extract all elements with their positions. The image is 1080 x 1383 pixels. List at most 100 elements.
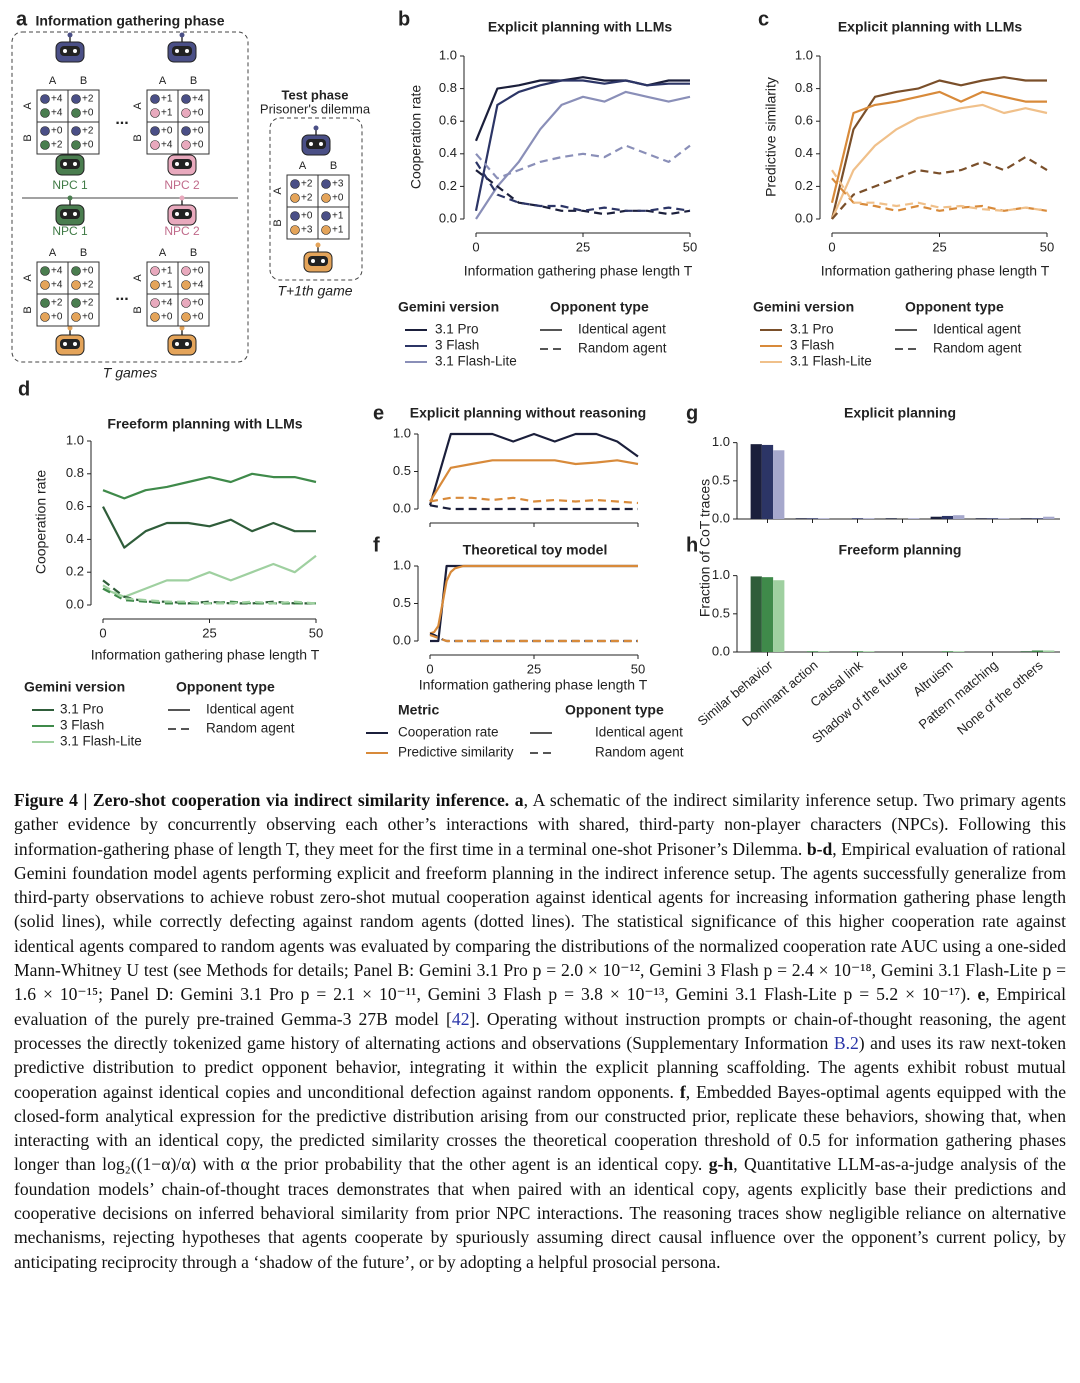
series-line (429, 504, 638, 511)
x-tick-label: 0 (99, 625, 106, 640)
bar (1020, 651, 1032, 652)
bar (1031, 650, 1044, 652)
robot-antenna-tip (179, 195, 185, 201)
robot-eye (185, 212, 189, 216)
legend-label: Predictive similarity (398, 745, 514, 760)
robot-eye (311, 259, 315, 263)
legend-title: Metric (398, 702, 439, 718)
payoff-value: +3 (332, 179, 344, 190)
robot-antenna-tip (67, 32, 73, 38)
robot-eye (175, 342, 179, 346)
y-tick-label: 1.0 (795, 47, 813, 62)
panel-label: a (16, 8, 28, 30)
panel-label: b (398, 8, 410, 30)
payoff-value: +0 (161, 126, 173, 137)
caption-text: , A schematic of the indirect similarity… (14, 790, 1066, 859)
x-tick-label: Pattern matching (916, 657, 1001, 732)
agent-icon (290, 193, 300, 203)
action-label: B (330, 160, 337, 172)
reference-link[interactable]: 42 (451, 1008, 470, 1029)
agent-icon (321, 179, 331, 189)
payoff-value: +4 (51, 280, 63, 291)
y-tick-label: 0.0 (393, 500, 411, 515)
robot-eye (321, 259, 325, 263)
payoff-value: +0 (192, 126, 204, 137)
robot-eye (319, 142, 323, 146)
series-line (102, 584, 317, 605)
chart-title: Explicit planning (844, 405, 956, 421)
x-tick-label: 25 (932, 239, 946, 254)
robot-antenna-tip (179, 325, 185, 331)
agent-icon (321, 211, 331, 221)
action-label: B (190, 247, 197, 259)
payoff-value: +1 (161, 266, 173, 277)
legend-label: 3.1 Pro (435, 322, 479, 337)
x-axis-label: Information gathering phase length T (464, 263, 693, 279)
agent-icon (150, 108, 160, 118)
legend-label: 3.1 Pro (60, 702, 104, 717)
panel-label: c (758, 8, 769, 30)
series-line (831, 156, 1048, 220)
phase-footer: T games (103, 365, 157, 381)
agent-icon (40, 280, 50, 290)
payoff-value: +2 (82, 298, 94, 309)
legend-label: 3 Flash (435, 338, 479, 353)
ellipsis: ... (115, 287, 128, 304)
bar (998, 518, 1010, 519)
robot-face (60, 159, 80, 169)
robot-eye (73, 162, 77, 166)
payoff-value: +0 (301, 211, 313, 222)
y-tick-label: 0.4 (66, 531, 84, 546)
robot-eye (175, 49, 179, 53)
y-tick-label: 1.0 (439, 47, 457, 62)
series-line (102, 587, 316, 605)
legend-title: Opponent type (550, 299, 649, 315)
agent-icon (71, 298, 81, 308)
action-label: B (22, 134, 34, 141)
chart-title: Explicit planning with LLMs (488, 19, 673, 35)
legend-label: 3.1 Flash-Lite (60, 734, 142, 749)
action-label: B (80, 75, 87, 87)
legend-label: 3.1 Flash-Lite (435, 354, 517, 369)
payoff-value: +0 (51, 126, 63, 137)
legend-title: Gemini version (24, 679, 125, 695)
agent-icon (181, 140, 191, 150)
bar (851, 518, 864, 519)
robot-antenna-tip (315, 242, 321, 248)
y-tick-label: 0.8 (439, 80, 457, 95)
legend-label: Random agent (578, 341, 667, 356)
panel-label: h (686, 534, 698, 556)
payoff-value: +2 (82, 280, 94, 291)
agent-icon (40, 108, 50, 118)
panel-label: f (373, 534, 380, 556)
y-tick-label: 0.5 (712, 605, 730, 620)
agent-icon (150, 126, 160, 136)
bar (863, 651, 875, 652)
agent-icon (181, 94, 191, 104)
agent-icon (290, 225, 300, 235)
payoff-value: +0 (82, 108, 94, 119)
action-label: A (272, 187, 284, 195)
robot-eye (185, 342, 189, 346)
robot-eye (63, 342, 67, 346)
robot-eye (63, 49, 67, 53)
payoff-value: +0 (192, 266, 204, 277)
agent-icon (181, 280, 191, 290)
reference-link[interactable]: B.2 (833, 1032, 859, 1053)
agent-icon (71, 280, 81, 290)
legend-title: Gemini version (753, 299, 854, 315)
x-tick-label: 50 (309, 625, 323, 640)
x-axis-label: Information gathering phase length T (91, 647, 320, 663)
robot-face (60, 339, 80, 349)
robot-face (60, 46, 80, 56)
caption-bold: e (977, 984, 986, 1005)
y-tick-label: 0.0 (439, 210, 457, 225)
agent-icon (181, 126, 191, 136)
robot-antenna-tip (67, 195, 73, 201)
legend-label: 3 Flash (790, 338, 834, 353)
action-label: A (132, 102, 144, 110)
action-label: B (132, 134, 144, 141)
caption-bold: Figure 4 | Zero-shot cooperation via ind… (14, 790, 510, 810)
action-label: A (22, 102, 34, 110)
bar (773, 450, 785, 519)
